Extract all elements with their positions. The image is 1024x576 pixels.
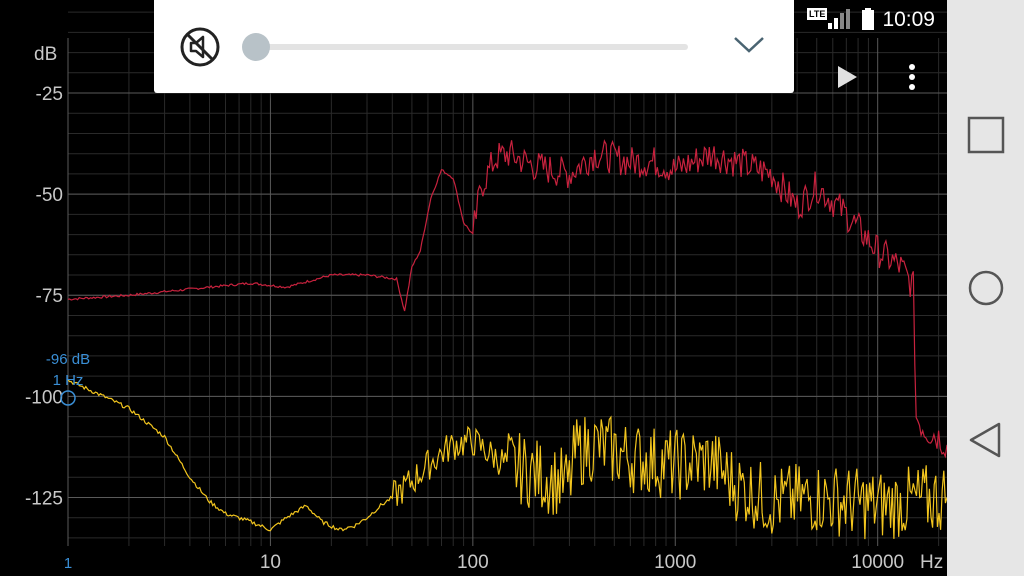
network-type-label: LTE (807, 8, 828, 20)
cursor-freq-readout: 1 Hz (53, 372, 84, 389)
navigation-bar (947, 0, 1024, 576)
y-tick-label: -125 (25, 488, 63, 509)
triangle-back-icon[interactable] (964, 418, 1008, 462)
x-tick-label: 10 (260, 552, 281, 573)
y-tick-label: -50 (36, 185, 63, 206)
battery-icon (862, 8, 874, 30)
volume-off-icon[interactable] (179, 26, 221, 68)
cursor-db-readout: -96 dB (46, 351, 90, 368)
x-axis-unit-label: Hz (920, 552, 943, 573)
y-tick-label: -100 (25, 387, 63, 408)
circle-icon[interactable] (964, 266, 1008, 310)
square-icon[interactable] (964, 113, 1008, 157)
cursor-marker[interactable] (60, 390, 76, 406)
spectrum-series-2 (67, 379, 947, 540)
spectrum-series-1 (67, 139, 947, 459)
y-tick-label: -75 (36, 286, 63, 307)
play-icon[interactable] (835, 64, 859, 90)
spectrum-chart[interactable]: -25 -50 -75 -100 -125 1 10 100 1000 10000 dB Hz -… (0, 0, 947, 576)
signal-icon (828, 9, 850, 29)
volume-slider-track[interactable] (254, 44, 688, 50)
clock: 10:09 (882, 8, 935, 31)
x-tick-label: 1 (64, 555, 72, 572)
x-tick-label: 1000 (654, 552, 696, 573)
more-vert-icon[interactable] (898, 62, 926, 92)
x-tick-label: 100 (457, 552, 489, 573)
y-tick-label: -25 (36, 84, 63, 105)
x-tick-label: 10000 (851, 552, 904, 573)
volume-panel (154, 0, 794, 93)
volume-slider-thumb[interactable] (242, 33, 270, 61)
y-axis-unit-label: dB (34, 44, 57, 65)
status-bar: LTE 10:09 (795, 0, 947, 38)
chevron-down-icon[interactable] (729, 28, 769, 60)
